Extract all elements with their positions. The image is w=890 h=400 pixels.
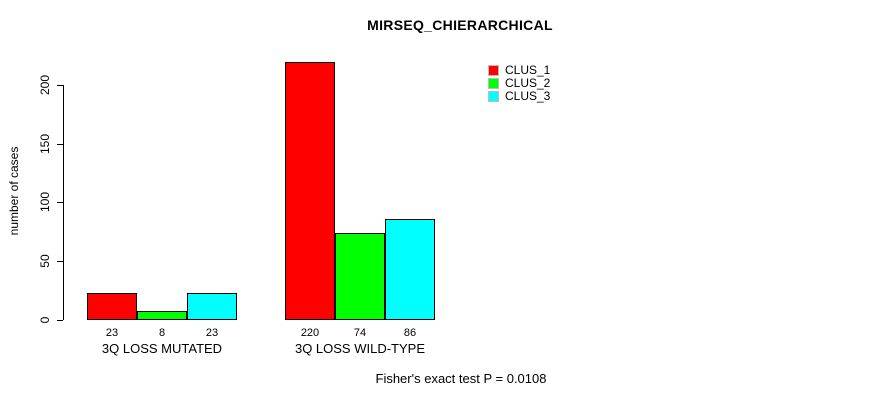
legend-label-clus-2: CLUS_2 — [505, 76, 551, 90]
bar-value-clus-3-3q-loss-wild-type: 86 — [403, 327, 417, 339]
bar-value-clus-2-3q-loss-mutated: 8 — [158, 327, 166, 339]
bar-clus-3-3q-loss-wild-type — [385, 219, 435, 320]
bar-clus-3-3q-loss-mutated — [187, 293, 237, 320]
y-tick-label-150: 150 — [38, 133, 52, 154]
bar-clus-1-3q-loss-mutated — [87, 293, 137, 320]
y-tick-50 — [57, 260, 63, 262]
y-tick-label-200: 200 — [38, 74, 52, 96]
x-category-label-3q-loss-mutated: 3Q LOSS MUTATED — [101, 341, 223, 356]
y-tick-200 — [57, 85, 63, 86]
legend-swatch-clus-2 — [488, 78, 499, 89]
x-category-label-3q-loss-wild-type: 3Q LOSS WILD-TYPE — [294, 341, 426, 356]
legend-row-clus-1: CLUS_1 — [488, 64, 550, 77]
legend-row-clus-3: CLUS_3 — [488, 90, 550, 103]
bar-value-clus-1-3q-loss-wild-type: 220 — [300, 327, 320, 339]
bar-clus-2-3q-loss-wild-type — [335, 233, 385, 320]
bar-value-clus-1-3q-loss-mutated: 23 — [105, 327, 119, 339]
y-tick-100 — [57, 202, 63, 204]
legend-label-clus-1: CLUS_1 — [505, 63, 551, 77]
stat-annotation: Fisher's exact test P = 0.0108 — [375, 371, 547, 386]
y-tick-0 — [57, 319, 63, 321]
y-tick-label-0: 0 — [38, 316, 52, 323]
y-axis-label: number of cases — [7, 146, 21, 236]
y-tick-label-100: 100 — [38, 192, 52, 213]
chart-title: MIRSEQ_CHIERARCHICAL — [367, 17, 553, 33]
legend-swatch-clus-1 — [488, 65, 499, 76]
legend-swatch-clus-3 — [488, 91, 499, 102]
bar-clus-1-3q-loss-wild-type — [285, 62, 335, 320]
legend: CLUS_1 CLUS_2 CLUS_3 — [488, 64, 550, 103]
legend-row-clus-2: CLUS_2 — [488, 77, 550, 90]
y-tick-150 — [57, 143, 63, 145]
y-tick-label-50: 50 — [38, 254, 52, 268]
legend-label-clus-3: CLUS_3 — [505, 89, 551, 103]
y-axis-line — [63, 85, 64, 320]
bar-clus-2-3q-loss-mutated — [137, 310, 187, 320]
bar-value-clus-2-3q-loss-wild-type: 74 — [353, 327, 367, 339]
bar-value-clus-3-3q-loss-mutated: 23 — [205, 327, 219, 339]
